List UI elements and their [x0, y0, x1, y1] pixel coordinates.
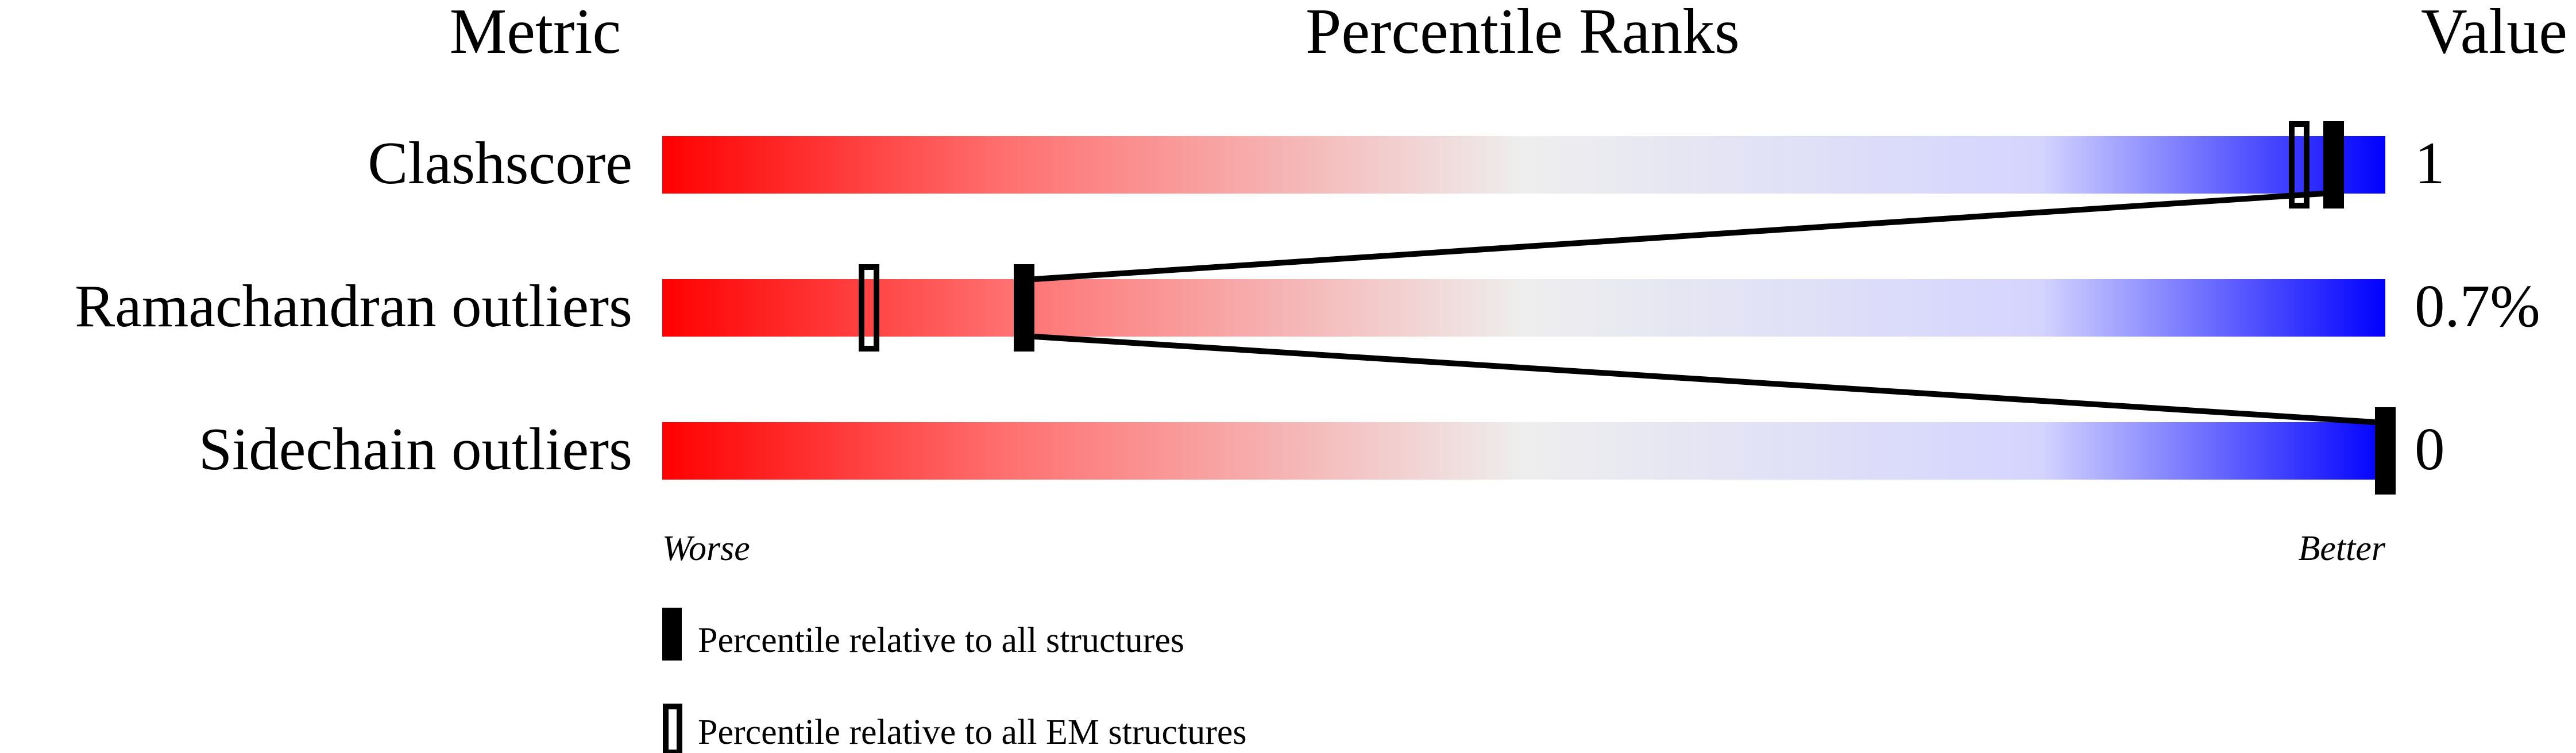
percentile-all-marker: [2323, 121, 2344, 208]
metric-value: 0: [2415, 415, 2445, 482]
percentile-bar: [662, 136, 2385, 194]
legend-em-structures: Percentile relative to all EM structures: [698, 713, 1247, 752]
header-percentile-ranks: Percentile Ranks: [1306, 0, 1740, 67]
metric-value: 1: [2415, 129, 2445, 196]
legend-hollow-marker-icon: [663, 704, 682, 753]
header-value: Value: [2421, 0, 2567, 67]
percentile-all-marker: [1014, 264, 1034, 352]
metric-label: Ramachandran outliers: [75, 272, 632, 339]
header-metric: Metric: [450, 0, 621, 67]
metric-label: Clashscore: [368, 129, 632, 196]
percentile-em-marker: [859, 264, 879, 352]
metric-label: Sidechain outliers: [199, 415, 632, 482]
legend-all-structures: Percentile relative to all structures: [698, 621, 1184, 660]
percentile-em-marker: [2289, 121, 2309, 208]
better-label: Better: [2299, 529, 2386, 568]
percentile-bar: [662, 279, 2385, 337]
metric-value: 0.7%: [2415, 272, 2540, 339]
connector-line: [1034, 334, 2376, 425]
percentile-bar: [662, 422, 2385, 480]
worse-label: Worse: [662, 529, 750, 568]
percentile-all-marker: [2375, 407, 2396, 495]
legend-solid-marker-icon: [662, 608, 682, 661]
connector-line: [1034, 191, 2324, 282]
